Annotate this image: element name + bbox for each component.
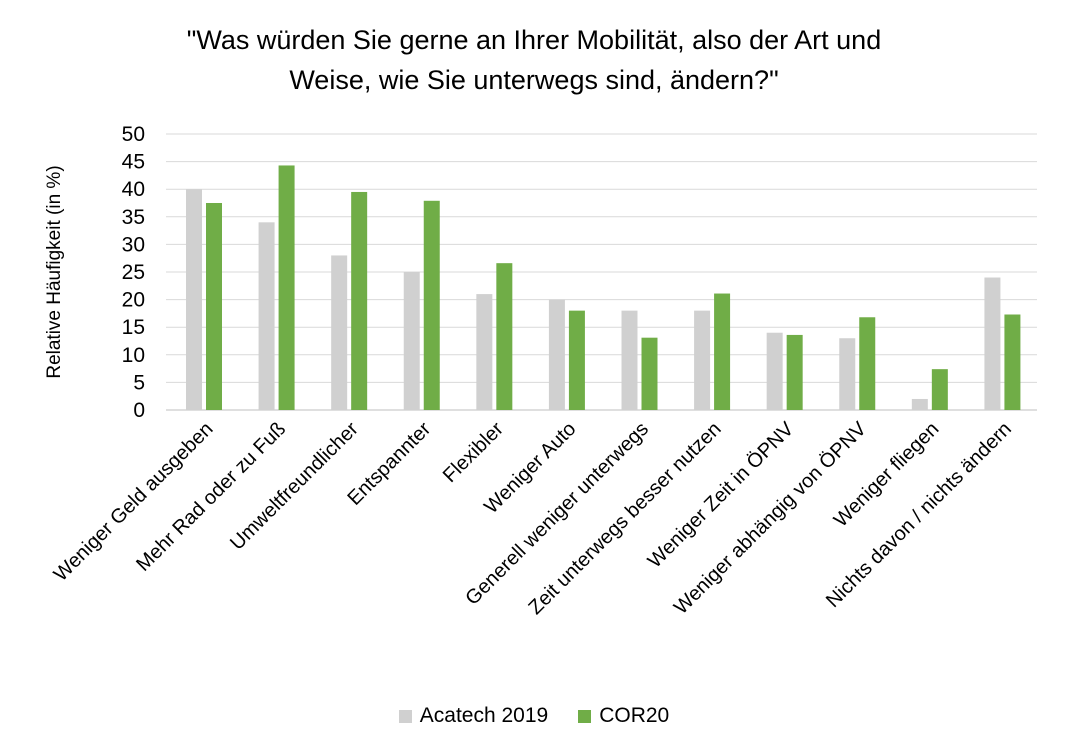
y-tick-label: 20 (122, 289, 145, 312)
bar-acatech (766, 332, 783, 410)
legend-item-cor20: COR20 (578, 704, 669, 728)
bar-acatech (186, 189, 202, 410)
bar-cor20 (859, 317, 876, 410)
bar-acatech (331, 255, 348, 410)
bar-acatech (839, 338, 856, 410)
x-tick-label: Mehr Rad oder zu Fuß (132, 418, 290, 576)
x-tick-label: Weniger Zeit in ÖPNV (644, 418, 799, 573)
legend: Acatech 2019 COR20 (0, 704, 1068, 728)
bar-chart: 0 5 10 15 20 25 30 35 40 45 50 Weniger Geld ausgeb… (44, 123, 1037, 620)
bar-cor20 (568, 310, 585, 410)
y-axis-ticks: 0 5 10 15 20 25 30 35 40 45 50 (122, 123, 145, 422)
x-tick-label: Umweltfreundlicher (226, 418, 363, 555)
chart-title-line-1: "Was würden Sie gerne an Ihrer Mobilität… (186, 25, 882, 55)
bars (186, 165, 1021, 410)
gridlines (166, 133, 1037, 411)
chart-title: "Was würden Sie gerne an Ihrer Mobilität… (0, 20, 1068, 100)
y-tick-label: 45 (122, 151, 145, 174)
legend-item-acatech: Acatech 2019 (398, 704, 549, 728)
bar-cor20 (931, 369, 948, 410)
legend-label-cor20: COR20 (599, 704, 670, 727)
bar-acatech (621, 310, 638, 410)
bar-acatech (476, 294, 493, 410)
legend-swatch-cor20 (578, 709, 592, 723)
y-tick-label: 30 (122, 233, 145, 256)
y-tick-label: 25 (122, 261, 145, 284)
bar-acatech (984, 277, 1001, 410)
y-tick-label: 50 (122, 123, 145, 146)
bar-cor20 (786, 334, 803, 410)
bar-cor20 (641, 337, 658, 410)
bar-cor20 (1004, 314, 1021, 410)
y-axis-label: Relative Häufigkeit (in %) (44, 165, 65, 378)
chart-title-line-2: Weise, wie Sie unterwegs sind, ändern?" (289, 65, 779, 95)
bar-cor20 (278, 165, 295, 410)
bar-acatech (258, 222, 275, 410)
y-tick-label: 35 (122, 206, 145, 229)
legend-swatch-acatech (398, 709, 412, 723)
bar-cor20 (714, 293, 731, 410)
y-tick-label: 5 (133, 371, 145, 394)
bar-acatech (548, 299, 565, 410)
legend-label-acatech: Acatech 2019 (419, 704, 549, 727)
y-tick-label: 10 (122, 344, 145, 367)
bar-acatech (403, 272, 420, 410)
bar-cor20 (423, 200, 440, 410)
bar-acatech (694, 310, 711, 410)
bar-cor20 (206, 203, 222, 410)
bar-cor20 (351, 191, 368, 410)
y-tick-label: 40 (122, 178, 145, 201)
y-tick-label: 15 (122, 316, 145, 339)
x-tick-label: Flexibler (439, 418, 508, 487)
y-tick-label: 0 (133, 399, 145, 422)
bar-cor20 (496, 263, 513, 410)
bar-acatech (911, 398, 928, 410)
